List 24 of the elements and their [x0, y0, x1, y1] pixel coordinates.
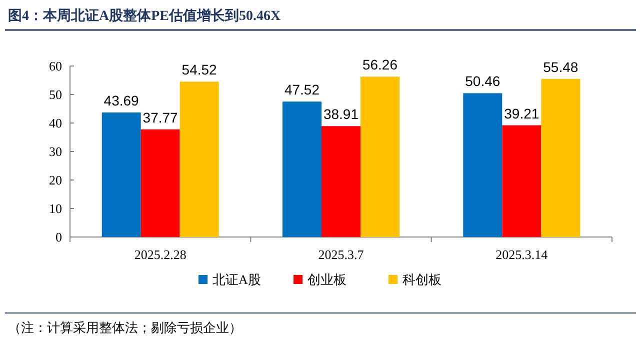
legend-label: 科创板 — [402, 272, 442, 287]
y-tick-label: 10 — [49, 201, 62, 216]
data-label: 55.48 — [543, 58, 578, 75]
legend-label: 创业板 — [308, 272, 346, 287]
data-label: 43.69 — [104, 92, 140, 108]
data-label: 56.26 — [362, 56, 398, 73]
data-label: 39.21 — [504, 105, 540, 122]
data-label: 37.77 — [142, 109, 178, 126]
data-label: 38.91 — [323, 106, 359, 122]
y-tick-label: 60 — [49, 58, 62, 74]
title: 图4：本周北证A股整体PE估值增长到50.46X — [8, 9, 281, 24]
y-tick-label: 0 — [56, 230, 62, 244]
x-tick-label: 2025.3.7 — [318, 247, 364, 262]
y-tick-label: 50 — [49, 87, 62, 102]
y-tick-label: 30 — [49, 144, 62, 159]
legend-label: 北证A股 — [212, 272, 261, 287]
data-label: 50.46 — [465, 73, 500, 90]
data-label: 54.52 — [182, 62, 218, 78]
data-label: 47.52 — [284, 82, 320, 98]
x-tick-label: 2025.2.28 — [134, 247, 186, 262]
x-tick-label: 2025.3.14 — [496, 247, 548, 262]
text: （注：计算采用整体法；剔除亏损企业） — [8, 320, 242, 335]
y-tick-label: 40 — [49, 116, 62, 130]
y-tick-label: 20 — [49, 172, 62, 188]
